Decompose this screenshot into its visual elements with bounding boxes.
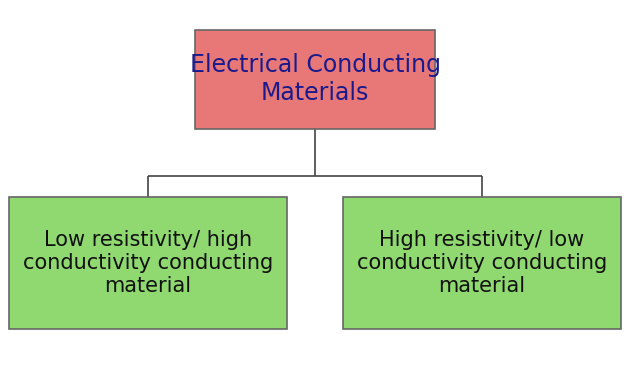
- FancyBboxPatch shape: [9, 197, 287, 329]
- FancyBboxPatch shape: [343, 197, 621, 329]
- Text: High resistivity/ low
conductivity conducting
material: High resistivity/ low conductivity condu…: [357, 229, 607, 296]
- Text: Electrical Conducting
Materials: Electrical Conducting Materials: [190, 53, 440, 105]
- Text: Low resistivity/ high
conductivity conducting
material: Low resistivity/ high conductivity condu…: [23, 229, 273, 296]
- FancyBboxPatch shape: [195, 30, 435, 129]
